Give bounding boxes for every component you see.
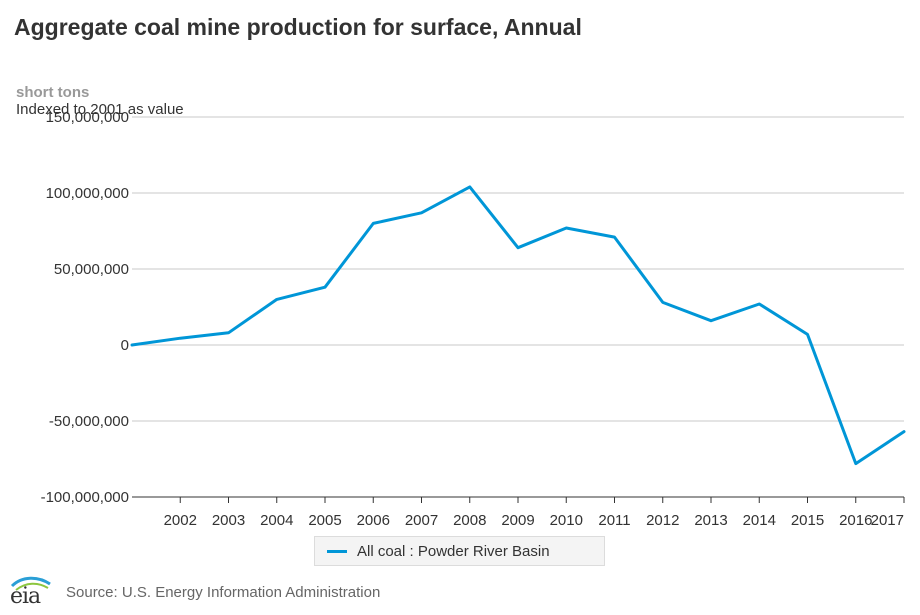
data-point bbox=[420, 211, 423, 214]
x-tick-label: 2013 bbox=[694, 512, 727, 529]
legend-series-label: All coal : Powder River Basin bbox=[357, 542, 550, 560]
x-tick-label: 2003 bbox=[212, 512, 245, 529]
y-tick-label: 50,000,000 bbox=[54, 261, 129, 278]
y-tick-label: 100,000,000 bbox=[46, 185, 129, 202]
x-tick-label: 2002 bbox=[164, 512, 197, 529]
eia-logo: eia bbox=[8, 574, 56, 610]
x-tick-label: 2005 bbox=[308, 512, 341, 529]
x-tick-label: 2009 bbox=[501, 512, 534, 529]
data-point bbox=[227, 331, 230, 334]
data-point bbox=[758, 302, 761, 305]
x-axis: 2002 2003 2004 2005 2006 2007 2008 2009 2010 2011… bbox=[132, 496, 905, 529]
eia-logo-text: eia bbox=[10, 584, 41, 609]
legend[interactable]: All coal : Powder River Basin bbox=[314, 536, 605, 566]
y-tick-label: -50,000,000 bbox=[49, 413, 129, 430]
legend-swatch bbox=[327, 549, 347, 553]
y-tick-label: -100,000,000 bbox=[41, 489, 129, 506]
x-tick-label: 2010 bbox=[550, 512, 583, 529]
x-tick-label: 2014 bbox=[743, 512, 776, 529]
chart-title: Aggregate coal mine production for surfa… bbox=[14, 14, 582, 40]
eia-logo-mark-icon bbox=[10, 576, 51, 591]
data-point bbox=[613, 236, 616, 239]
x-tick-label: 2016 bbox=[839, 512, 872, 529]
data-point bbox=[131, 344, 134, 347]
data-point bbox=[854, 462, 857, 465]
x-tick-label: 2012 bbox=[646, 512, 679, 529]
source-note: Source: U.S. Energy Information Administ… bbox=[66, 583, 381, 601]
x-tick-label: 2017 bbox=[871, 512, 904, 529]
data-point bbox=[324, 286, 327, 289]
y-tick-label: 0 bbox=[121, 337, 129, 354]
data-point bbox=[468, 185, 471, 188]
data-point bbox=[179, 337, 182, 340]
x-tick-label: 2007 bbox=[405, 512, 438, 529]
grid-lines bbox=[132, 116, 904, 498]
chart-subtitle: Indexed to 2001 as value bbox=[16, 101, 184, 118]
data-point bbox=[565, 226, 568, 229]
x-tick-label: 2011 bbox=[598, 512, 630, 529]
data-point bbox=[903, 430, 906, 433]
x-tick-label: 2004 bbox=[260, 512, 293, 529]
series-line bbox=[130, 185, 906, 466]
data-point bbox=[517, 246, 520, 249]
unit-label: short tons bbox=[16, 84, 90, 101]
x-tick-label: 2015 bbox=[791, 512, 824, 529]
data-point bbox=[275, 298, 278, 301]
data-point bbox=[661, 301, 664, 304]
y-tick-label: 150,000,000 bbox=[46, 109, 129, 126]
x-tick-label: 2008 bbox=[453, 512, 486, 529]
footer: eia Source: U.S. Energy Information Admi… bbox=[8, 572, 380, 612]
data-point bbox=[806, 333, 809, 336]
data-point bbox=[710, 319, 713, 322]
data-point bbox=[372, 222, 375, 225]
y-axis-ticks: 150,000,000 100,000,000 50,000,000 0 -50,000… bbox=[41, 109, 129, 506]
x-tick-label: 2006 bbox=[357, 512, 390, 529]
series-layer bbox=[130, 185, 906, 466]
